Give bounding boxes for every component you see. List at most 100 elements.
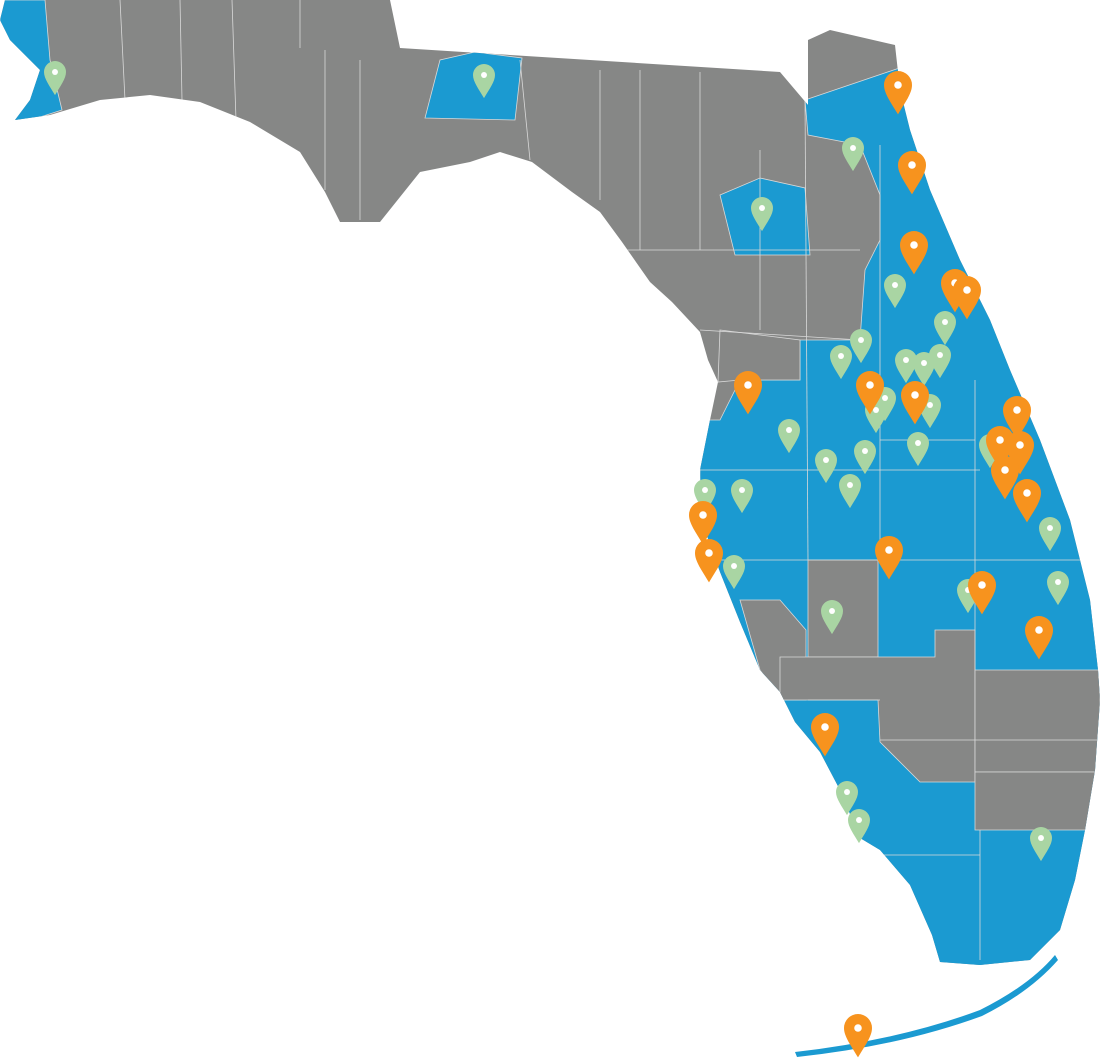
map-pin-icon bbox=[1030, 827, 1052, 862]
primary-location-marker[interactable] bbox=[1003, 396, 1031, 440]
pin-dot bbox=[702, 487, 708, 493]
secondary-location-marker[interactable] bbox=[815, 449, 837, 484]
secondary-location-marker[interactable] bbox=[934, 311, 956, 346]
pin-dot bbox=[903, 357, 909, 363]
primary-location-marker[interactable] bbox=[734, 371, 762, 415]
secondary-location-marker[interactable] bbox=[694, 479, 716, 514]
pin-dot bbox=[910, 241, 918, 249]
florida-keys bbox=[795, 955, 1058, 1057]
secondary-location-marker[interactable] bbox=[731, 479, 753, 514]
map-pin-icon bbox=[900, 231, 928, 275]
secondary-location-marker[interactable] bbox=[929, 344, 951, 379]
primary-location-marker[interactable] bbox=[991, 456, 1019, 500]
map-pin-icon bbox=[44, 61, 66, 96]
map-pin-icon bbox=[991, 456, 1019, 500]
pin-dot bbox=[911, 391, 919, 399]
pin-dot bbox=[927, 402, 933, 408]
primary-location-marker[interactable] bbox=[986, 426, 1014, 470]
secondary-location-marker[interactable] bbox=[751, 197, 773, 232]
primary-location-marker[interactable] bbox=[1006, 431, 1034, 475]
secondary-location-marker[interactable] bbox=[830, 345, 852, 380]
secondary-location-marker[interactable] bbox=[839, 474, 861, 509]
map-pin-icon bbox=[694, 479, 716, 514]
map-pin-icon bbox=[856, 371, 884, 415]
pin-dot bbox=[908, 161, 916, 169]
pin-dot bbox=[882, 395, 888, 401]
secondary-location-marker[interactable] bbox=[1030, 827, 1052, 862]
map-pin-icon bbox=[821, 600, 843, 635]
map-pin-icon bbox=[986, 426, 1014, 470]
secondary-location-marker[interactable] bbox=[842, 137, 864, 172]
pin-dot bbox=[821, 723, 829, 731]
map-pin-icon bbox=[929, 344, 951, 379]
primary-location-marker[interactable] bbox=[1025, 616, 1053, 660]
map-pin-icon bbox=[839, 474, 861, 509]
secondary-location-marker[interactable] bbox=[778, 419, 800, 454]
pin-dot bbox=[744, 381, 752, 389]
county-broward[interactable] bbox=[974, 771, 1100, 831]
secondary-location-marker[interactable] bbox=[895, 349, 917, 384]
secondary-location-marker[interactable] bbox=[913, 352, 935, 387]
secondary-location-marker[interactable] bbox=[836, 781, 858, 816]
pin-dot bbox=[705, 549, 713, 557]
primary-location-marker[interactable] bbox=[875, 535, 903, 580]
primary-location-marker[interactable] bbox=[856, 371, 884, 415]
primary-location-marker[interactable] bbox=[844, 1014, 872, 1058]
secondary-location-marker[interactable] bbox=[854, 440, 876, 475]
primary-location-marker[interactable] bbox=[898, 151, 926, 195]
secondary-location-marker[interactable] bbox=[821, 600, 843, 635]
primary-location-marker[interactable] bbox=[689, 501, 717, 545]
map-pin-icon bbox=[473, 64, 495, 99]
secondary-location-marker[interactable] bbox=[884, 274, 906, 309]
pin-dot bbox=[885, 546, 893, 554]
primary-location-marker[interactable] bbox=[968, 571, 996, 615]
pin-dot bbox=[829, 608, 835, 614]
pin-dot bbox=[1013, 406, 1021, 414]
primary-location-marker[interactable] bbox=[901, 381, 929, 425]
map-pin-icon bbox=[844, 1014, 872, 1058]
pin-dot bbox=[52, 69, 58, 75]
pin-dot bbox=[892, 282, 898, 288]
map-pin-icon bbox=[1047, 571, 1069, 606]
county-palm-beach[interactable] bbox=[974, 669, 1100, 773]
secondary-location-marker[interactable] bbox=[44, 61, 66, 96]
pin-dot bbox=[937, 352, 943, 358]
secondary-location-marker[interactable] bbox=[848, 809, 870, 844]
pin-dot bbox=[1001, 466, 1009, 474]
primary-location-marker[interactable] bbox=[811, 713, 839, 757]
map-pin-icon bbox=[884, 71, 912, 115]
map-pin-icon bbox=[695, 539, 723, 583]
secondary-location-marker[interactable] bbox=[473, 64, 495, 99]
pin-dot bbox=[699, 511, 707, 519]
county-hardee[interactable] bbox=[807, 559, 879, 658]
primary-location-marker[interactable] bbox=[900, 231, 928, 275]
map-pin-icon bbox=[734, 371, 762, 415]
pin-dot bbox=[786, 427, 792, 433]
primary-location-marker[interactable] bbox=[953, 276, 981, 320]
map-pin-icon bbox=[1006, 431, 1034, 475]
primary-location-marker[interactable] bbox=[695, 539, 723, 583]
pin-dot bbox=[739, 487, 745, 493]
secondary-location-marker[interactable] bbox=[850, 329, 872, 364]
map-pin-icon bbox=[689, 501, 717, 545]
map-pin-icon bbox=[830, 345, 852, 380]
county-citrus-sumter[interactable] bbox=[717, 329, 801, 383]
primary-location-marker[interactable] bbox=[884, 71, 912, 115]
map-pin-icon bbox=[875, 535, 903, 580]
secondary-location-marker[interactable] bbox=[723, 555, 745, 590]
secondary-location-marker[interactable] bbox=[1047, 571, 1069, 606]
pin-dot bbox=[759, 205, 765, 211]
served-county-leon[interactable] bbox=[424, 51, 523, 121]
map-pin-icon bbox=[731, 479, 753, 514]
pin-dot bbox=[1023, 489, 1031, 497]
county-border bbox=[699, 329, 861, 341]
map-pin-icon bbox=[895, 349, 917, 384]
pin-dot bbox=[854, 1024, 862, 1032]
primary-location-marker[interactable] bbox=[1013, 479, 1041, 523]
secondary-location-marker[interactable] bbox=[907, 432, 929, 467]
pin-dot bbox=[978, 581, 986, 589]
pin-dot bbox=[1016, 441, 1024, 449]
secondary-location-marker[interactable] bbox=[1039, 517, 1061, 552]
pin-dot bbox=[894, 81, 902, 89]
